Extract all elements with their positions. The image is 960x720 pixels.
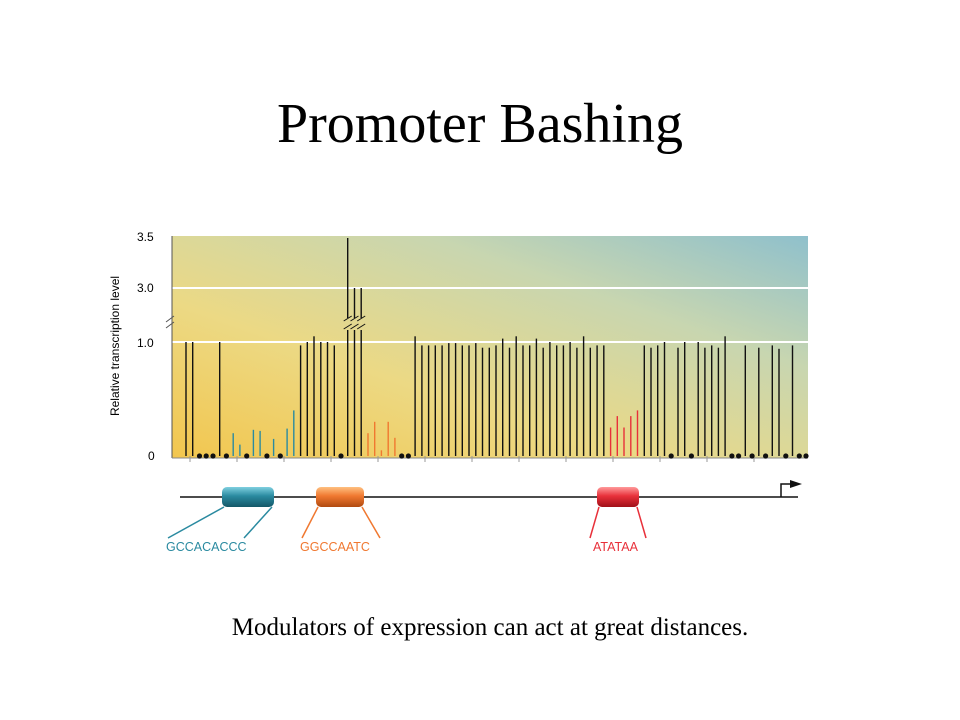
element-connector-ggccaatc-left bbox=[301, 506, 319, 539]
element-label-ggccaatc: GGCCAATC bbox=[300, 540, 370, 554]
element-connector-gccacaccc-left bbox=[167, 506, 225, 539]
element-connector-gccacaccc-right bbox=[243, 506, 273, 539]
zero-marker-82 bbox=[736, 453, 742, 459]
element-box-atataa bbox=[597, 487, 639, 507]
plot-background bbox=[172, 236, 808, 458]
element-label-atataa: ATATAA bbox=[593, 540, 639, 554]
zero-marker-14 bbox=[277, 453, 283, 459]
y-axis-label: Relative transcription level bbox=[108, 276, 122, 416]
zero-marker-23 bbox=[338, 453, 344, 459]
element-box-ggccaatc bbox=[316, 487, 364, 507]
zero-marker-4 bbox=[210, 453, 216, 459]
ytick-label-0: 0 bbox=[148, 449, 155, 463]
transcription-start-arrowhead bbox=[790, 480, 802, 488]
zero-markers bbox=[196, 453, 809, 459]
element-connector-atataa-left bbox=[589, 506, 600, 539]
element-connector-ggccaatc-right bbox=[361, 506, 381, 539]
zero-marker-89 bbox=[783, 453, 789, 459]
zero-marker-84 bbox=[749, 453, 755, 459]
zero-marker-32 bbox=[399, 453, 405, 459]
zero-marker-75 bbox=[688, 453, 695, 459]
zero-marker-3 bbox=[203, 453, 209, 459]
zero-marker-6 bbox=[223, 453, 229, 459]
zero-marker-81 bbox=[729, 453, 735, 459]
bar-break-mark-25 bbox=[350, 315, 359, 330]
ytick-label-1-0: 1.0 bbox=[137, 336, 154, 350]
ytick-label-3-5: 3.5 bbox=[137, 230, 154, 244]
zero-marker-72 bbox=[668, 453, 674, 459]
zero-marker-2 bbox=[196, 453, 203, 459]
bar-break-mark-24 bbox=[343, 315, 352, 330]
zero-marker-92 bbox=[803, 453, 809, 459]
y-axis bbox=[165, 236, 808, 462]
zero-marker-86 bbox=[763, 453, 769, 459]
zero-marker-91 bbox=[796, 453, 802, 459]
zero-marker-9 bbox=[244, 453, 250, 459]
y-tick-labels: 3.5 3.0 1.0 0 bbox=[137, 230, 155, 463]
element-label-gccacaccc: GCCACACCC bbox=[166, 540, 247, 554]
zero-marker-12 bbox=[264, 453, 270, 459]
element-box-gccacaccc bbox=[222, 487, 274, 507]
bars bbox=[185, 238, 794, 456]
transcription-start-arrow bbox=[780, 483, 790, 497]
zero-marker-33 bbox=[405, 453, 411, 459]
promoter-diagram: GCCACACCC GGCCAATC ATATAA bbox=[166, 480, 802, 554]
slide-title: Promoter Bashing bbox=[277, 93, 683, 155]
element-connector-atataa-right bbox=[636, 506, 647, 539]
axis-break-mark bbox=[165, 315, 175, 329]
slide-caption: Modulators of expression can act at grea… bbox=[231, 614, 749, 641]
gridlines bbox=[172, 287, 808, 343]
bar-break-mark-26 bbox=[356, 315, 366, 330]
ytick-label-3-0: 3.0 bbox=[137, 281, 154, 295]
